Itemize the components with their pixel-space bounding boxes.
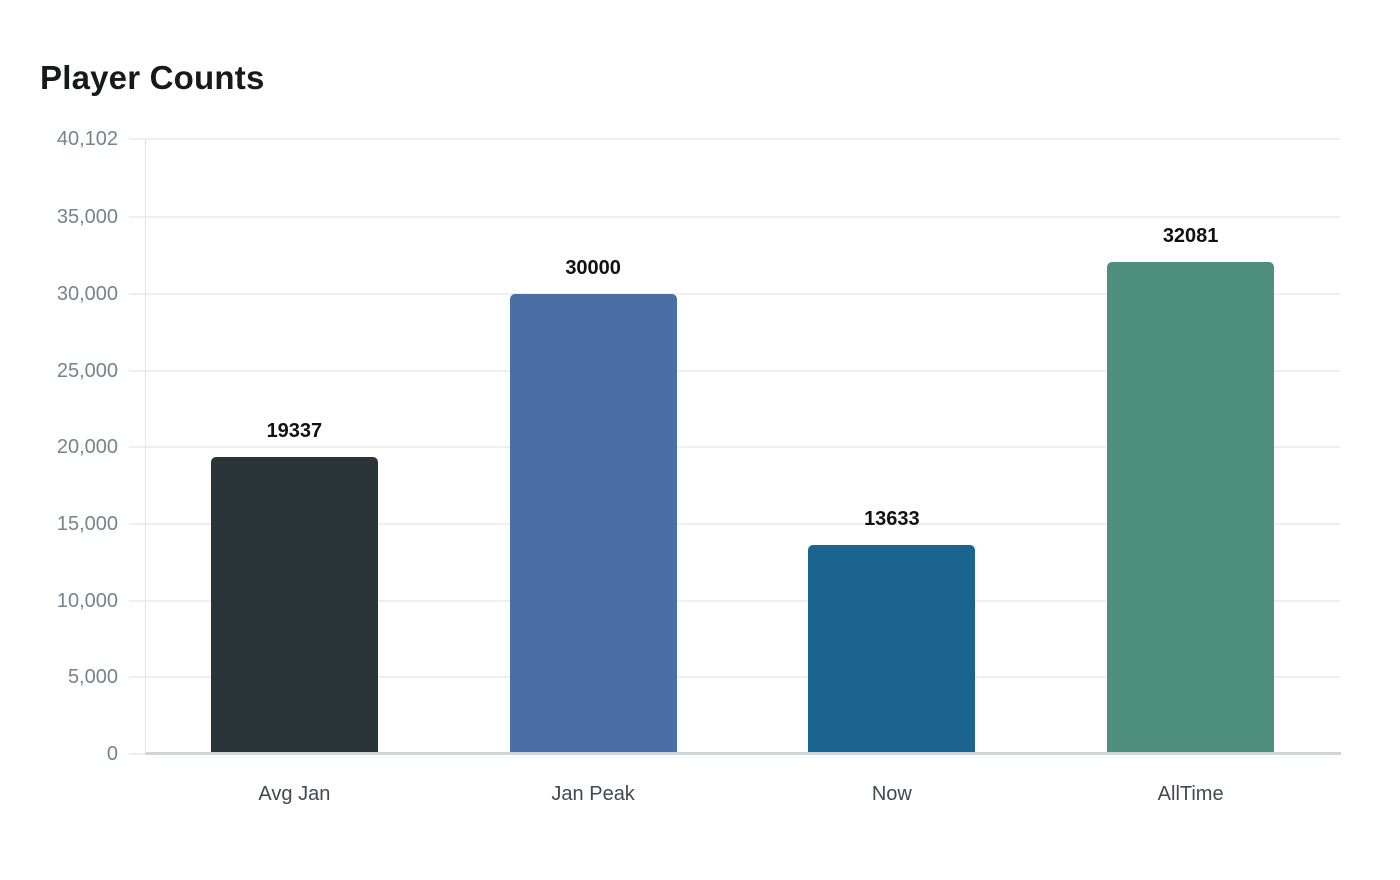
y-axis-tick-label: 10,000 <box>56 589 118 612</box>
x-axis-label-alltime: AllTime <box>1157 783 1224 805</box>
bar-alltime <box>1107 262 1275 754</box>
grid-line-20,000 <box>129 446 1340 449</box>
value-label-avg-jan: 19337 <box>266 420 323 443</box>
y-axis-tick-label: 15,000 <box>56 512 118 535</box>
grid-line-5,000 <box>129 676 1340 679</box>
y-axis-tick-label: 30,000 <box>56 282 118 305</box>
chart-title: Player Counts <box>40 59 265 96</box>
grid-line-10,000 <box>129 599 1340 602</box>
y-axis-tick-label: 40,102 <box>56 128 118 150</box>
y-axis-line <box>145 139 146 754</box>
grid-line-35,000 <box>129 216 1340 219</box>
x-axis-label-now: Now <box>871 783 912 805</box>
grid-line-30,000 <box>129 292 1340 295</box>
grid-line-15,000 <box>129 522 1340 525</box>
value-label-alltime: 32081 <box>1162 225 1219 247</box>
bar-avg-jan <box>210 457 378 754</box>
bar-jan-peak <box>509 293 677 754</box>
x-axis-baseline <box>145 752 1341 755</box>
y-axis-tick-label: 0 <box>106 743 118 765</box>
bar-now <box>808 544 976 754</box>
y-axis-tick-label: 35,000 <box>56 206 118 229</box>
grid-line-40,102 <box>129 138 1340 140</box>
y-axis-tick-label: 5,000 <box>67 666 118 689</box>
x-axis-label-avg-jan: Avg Jan <box>258 783 331 805</box>
value-label-now: 13633 <box>864 507 920 530</box>
y-axis-tick-label: 25,000 <box>56 359 118 382</box>
y-axis-tick-label: 20,000 <box>56 436 118 459</box>
value-label-jan-peak: 30000 <box>565 256 621 279</box>
x-axis-label-jan-peak: Jan Peak <box>551 783 635 805</box>
grid-line-25,000 <box>129 369 1340 372</box>
